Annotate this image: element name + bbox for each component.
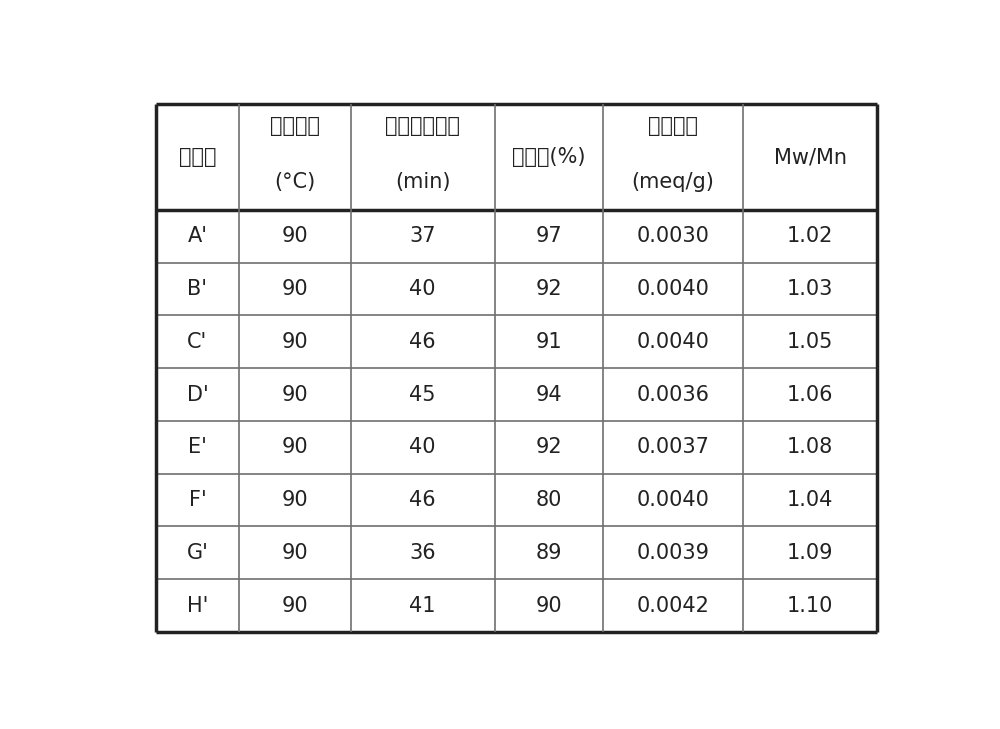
Text: 37: 37 [409,226,436,246]
Text: 0.0040: 0.0040 [637,332,710,352]
Text: 1.02: 1.02 [787,226,833,246]
Text: 0.0036: 0.0036 [637,384,710,405]
Text: G': G' [187,543,208,563]
Text: 90: 90 [281,226,308,246]
Text: 1.04: 1.04 [787,490,833,510]
Text: 不饱和度: 不饱和度 [648,116,698,136]
Text: 90: 90 [535,596,562,615]
Text: 1.05: 1.05 [787,332,833,352]
Text: (meq/g): (meq/g) [632,172,715,192]
Text: 0.0040: 0.0040 [637,279,710,299]
Text: 转化率(%): 转化率(%) [512,147,586,167]
Text: 1.10: 1.10 [787,596,833,615]
Text: F': F' [189,490,206,510]
Text: 1.03: 1.03 [787,279,833,299]
Text: 80: 80 [536,490,562,510]
Text: 92: 92 [535,437,562,457]
Text: 90: 90 [281,437,308,457]
Text: 1.06: 1.06 [787,384,833,405]
Text: H': H' [187,596,208,615]
Text: 催化剂: 催化剂 [179,147,216,167]
Text: 92: 92 [535,279,562,299]
Text: 90: 90 [281,332,308,352]
Text: A': A' [187,226,207,246]
Text: 46: 46 [409,490,436,510]
Text: 反应诱导时间: 反应诱导时间 [385,116,460,136]
Text: 0.0039: 0.0039 [637,543,710,563]
Text: 40: 40 [409,279,436,299]
Text: D': D' [187,384,208,405]
Text: E': E' [188,437,207,457]
Text: 90: 90 [281,490,308,510]
Text: 91: 91 [535,332,562,352]
Text: 0.0042: 0.0042 [637,596,710,615]
Text: 41: 41 [409,596,436,615]
Text: 1.09: 1.09 [787,543,833,563]
Text: 90: 90 [281,279,308,299]
Text: 97: 97 [535,226,562,246]
Text: 1.08: 1.08 [787,437,833,457]
Text: (°C): (°C) [274,172,315,192]
Text: 0.0040: 0.0040 [637,490,710,510]
Text: 0.0037: 0.0037 [637,437,710,457]
Text: 0.0030: 0.0030 [637,226,710,246]
Text: 46: 46 [409,332,436,352]
Text: 89: 89 [536,543,562,563]
Text: (min): (min) [395,172,450,192]
Text: 40: 40 [409,437,436,457]
Text: B': B' [187,279,207,299]
Text: 90: 90 [281,543,308,563]
Text: 90: 90 [281,384,308,405]
Text: Mw/Mn: Mw/Mn [774,147,847,167]
Text: C': C' [187,332,208,352]
Text: 反应温度: 反应温度 [270,116,320,136]
Text: 45: 45 [409,384,436,405]
Text: 36: 36 [409,543,436,563]
Text: 94: 94 [535,384,562,405]
Text: 90: 90 [281,596,308,615]
